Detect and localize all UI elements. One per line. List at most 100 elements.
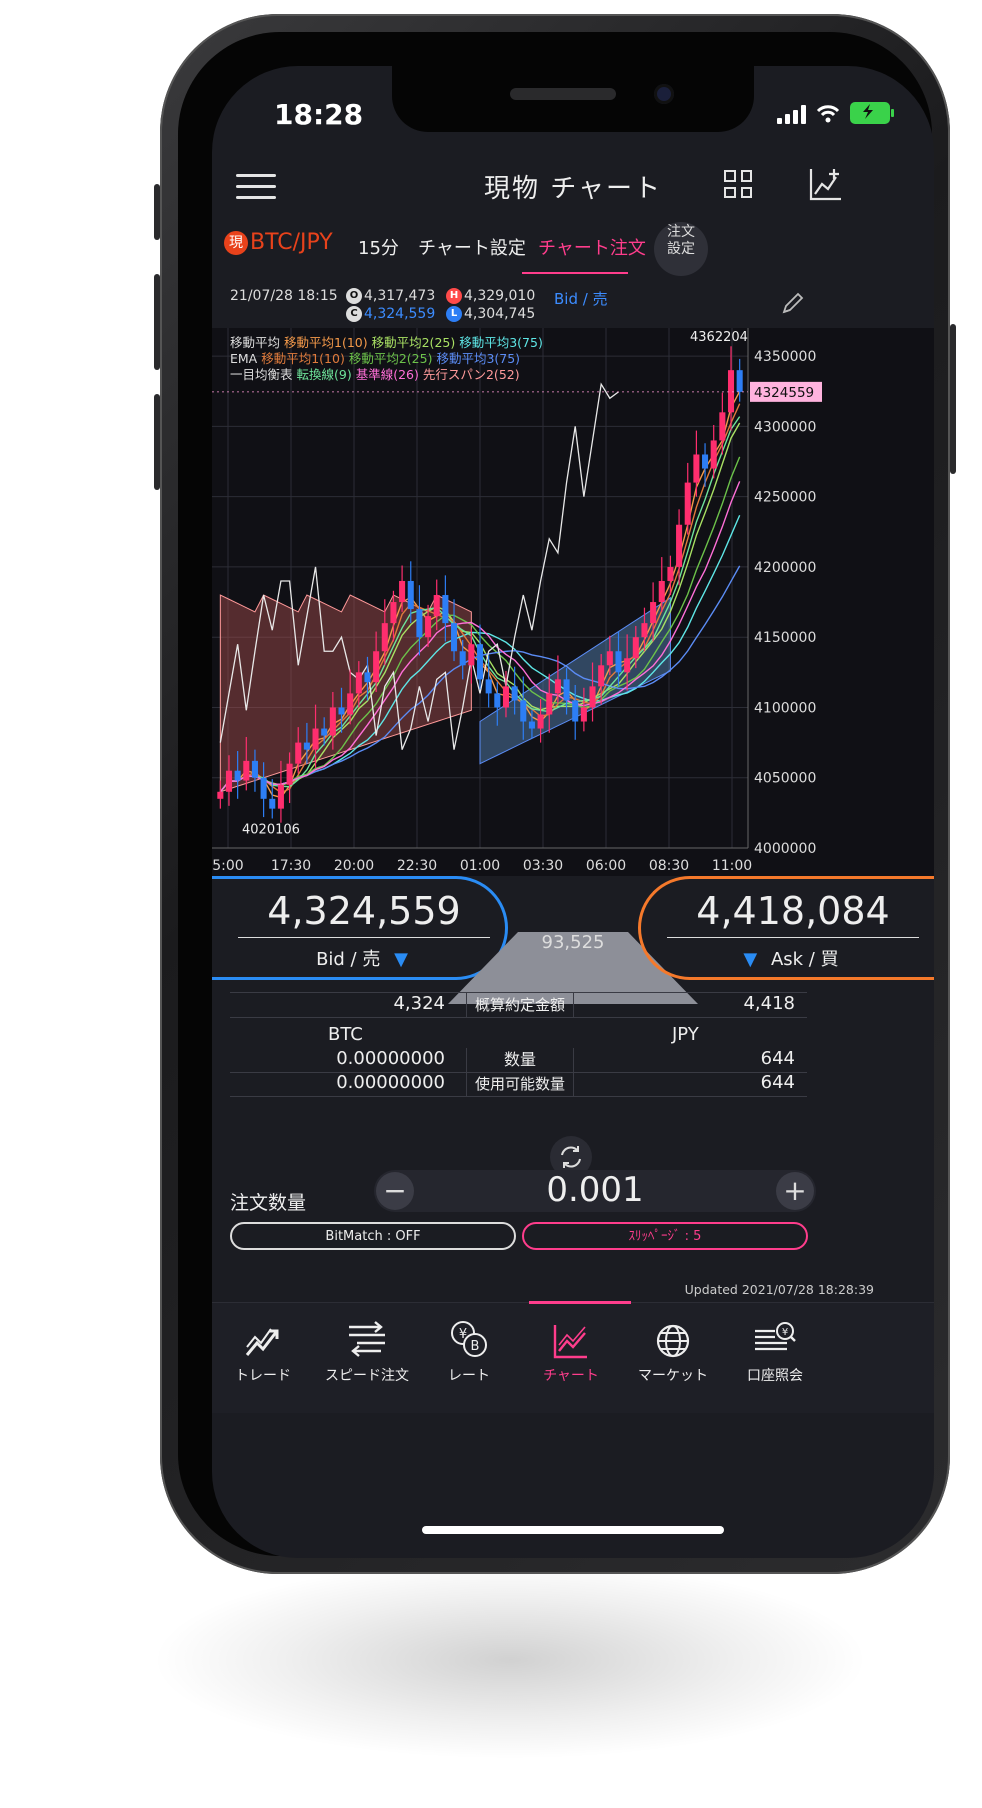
candle-body (615, 651, 622, 673)
x-tick-label: 03:30 (523, 858, 563, 874)
chart-canvas[interactable]: 4350000 4300000 4250000 4200000 4150000 41000… (212, 328, 934, 876)
candle-body (485, 679, 492, 694)
x-tick-label: 22:30 (397, 858, 437, 874)
nav-trade[interactable]: トレード (212, 1303, 314, 1403)
candle-body (563, 679, 570, 701)
order-qty-stepper[interactable]: − 0.001 + (374, 1170, 816, 1212)
candle-body (251, 760, 258, 778)
tab-chart-order[interactable]: チャート注文 (538, 238, 646, 259)
x-tick-label: 5:00 (212, 858, 243, 874)
candle-body (580, 707, 587, 722)
hamburger-menu-icon[interactable] (236, 174, 276, 199)
candle-body (684, 482, 691, 525)
low-value: L 4,304,745 (446, 306, 535, 322)
price-chart[interactable]: 4350000 4300000 4250000 4200000 4150000 41000… (212, 328, 934, 876)
phone-bezel: 18:28 現物 チャート (178, 32, 934, 1558)
order-settings-button[interactable]: 注文 設定 (654, 222, 708, 276)
bid-sell-button[interactable]: 4,324,559 Bid / 売 ▼ (212, 876, 508, 980)
ichimoku-legend-label: 一目均衡表 (230, 367, 293, 382)
pair-selector[interactable]: 現 BTC/JPY (224, 230, 333, 255)
candle-body (303, 742, 310, 750)
speaker (510, 88, 616, 100)
y-tick-label: 4150000 (754, 630, 816, 646)
bid-ask-toggle[interactable]: Bid / 売 (554, 290, 608, 308)
candle-body (736, 370, 743, 392)
bitmatch-toggle[interactable]: BitMatch : OFF (230, 1222, 516, 1250)
nav-chart[interactable]: チャート (520, 1303, 622, 1403)
current-price-tag (750, 381, 822, 402)
candle-body (451, 623, 458, 652)
candle-body (269, 798, 276, 809)
open-value: O 4,317,473 (346, 288, 435, 304)
available-row: 0.00000000 使用可能数量 644 (230, 1072, 807, 1097)
chart-icon (553, 1325, 587, 1359)
battery-icon (850, 102, 894, 124)
ask-label-text: Ask / 買 (770, 949, 839, 970)
nav-market-label: マーケット (638, 1368, 708, 1384)
slippage-setting[interactable]: ｽﾘｯﾍﾟｰｼﾞ : 5 (522, 1222, 808, 1250)
y-tick-label: 4000000 (754, 841, 816, 857)
candle-body (243, 760, 250, 781)
candle-body (225, 770, 233, 792)
app-screen: 18:28 現物 チャート (212, 66, 934, 1558)
plus-icon[interactable]: + (776, 1172, 814, 1210)
ma2-legend: 移動平均2(25) (371, 335, 456, 350)
candle-body (476, 644, 484, 680)
chart-tabs: 現 BTC/JPY 15分 チャート設定 チャート注文 注文 設定 (212, 212, 934, 278)
candle-body (381, 623, 388, 652)
nav-market[interactable]: マーケット (622, 1303, 724, 1403)
avail-jpy: 644 (760, 1072, 795, 1093)
interval-tab[interactable]: 15分 (358, 238, 399, 259)
x-tick-label: 20:00 (334, 858, 374, 874)
open-icon: O (346, 288, 362, 304)
candle-body (459, 651, 466, 666)
nav-rate-label: レート (448, 1368, 490, 1384)
ma3-legend: 移動平均3(75) (459, 335, 543, 350)
candle-body (632, 637, 639, 659)
triangle-down-icon: ▼ (394, 949, 408, 970)
candle-body (425, 616, 432, 638)
candle-body (234, 770, 241, 781)
active-tab-indicator (522, 272, 628, 274)
order-settings-line1: 注文 (667, 224, 695, 240)
nav-trade-label: トレード (235, 1368, 291, 1384)
order-qty-input[interactable]: 0.001 (546, 1170, 644, 1210)
chart-add-icon[interactable] (808, 166, 844, 202)
svg-text:¥: ¥ (782, 1327, 788, 1338)
candle-body (468, 644, 475, 666)
candle-body (407, 580, 414, 610)
span2-legend: 先行スパン2(52) (422, 367, 520, 382)
x-tick-label: 06:00 (586, 858, 626, 874)
ema3-legend: 移動平均3(75) (436, 351, 521, 366)
avail-btc: 0.00000000 (336, 1072, 445, 1093)
bid-price: 4,324,559 (238, 889, 490, 938)
quantity-row: 0.00000000 数量 644 (230, 1048, 807, 1073)
candle-body (373, 651, 380, 683)
ask-buy-button[interactable]: 4,418,084 ▼ Ask / 買 (638, 876, 934, 980)
candle-body (667, 566, 674, 581)
nav-account-label: 口座照会 (747, 1368, 803, 1384)
close-icon: C (346, 306, 362, 322)
front-camera (654, 84, 674, 104)
candle-body (624, 658, 631, 673)
grid-layout-icon[interactable] (724, 170, 752, 198)
x-tick-label: 11:00 (712, 858, 752, 874)
pencil-icon[interactable] (780, 290, 806, 316)
tab-chart-settings[interactable]: チャート設定 (418, 238, 526, 259)
ma-legend-label: 移動平均 (230, 335, 281, 350)
nav-active-indicator (529, 1301, 631, 1304)
volume-down-button (154, 394, 160, 490)
candle-body (494, 693, 501, 708)
nav-account[interactable]: ¥ 口座照会 (724, 1303, 826, 1403)
qty-jpy: 644 (760, 1048, 795, 1069)
nav-speed-order[interactable]: スピード注文 (316, 1303, 418, 1403)
y-tick-label: 4100000 (754, 700, 816, 716)
minus-icon[interactable]: − (376, 1172, 414, 1210)
candle-datetime: 21/07/28 18:15 (230, 288, 338, 304)
chikou-span-line (219, 382, 619, 750)
qty-label: 数量 (466, 1048, 574, 1072)
power-button (950, 324, 956, 474)
status-time: 18:28 (274, 98, 364, 131)
nav-speed-label: スピード注文 (325, 1368, 409, 1384)
nav-rate[interactable]: ¥ B レート (418, 1303, 520, 1403)
